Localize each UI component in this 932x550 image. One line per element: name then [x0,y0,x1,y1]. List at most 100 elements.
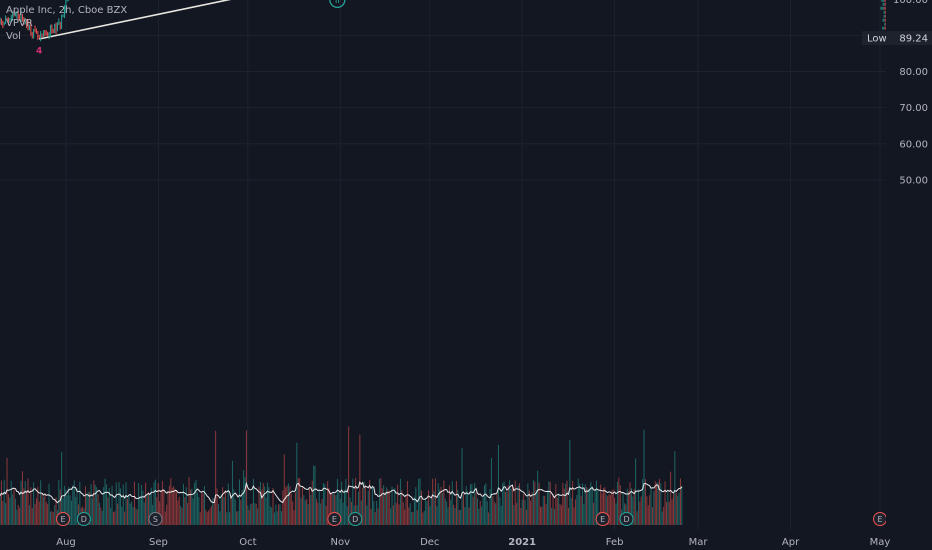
volume-bar [644,479,646,525]
indicator-vpvr[interactable]: VPVR [6,18,33,29]
time-tick-label: Mar [689,537,709,548]
volume-bar [427,490,429,525]
event-marker-earnings[interactable] [595,512,610,526]
volume-bar [462,494,464,525]
volume-bar [628,491,630,525]
volume-bar [406,481,408,525]
volume-bar [104,478,106,525]
volume-bar [660,483,662,525]
volume-bar [443,480,445,525]
volume-bar [271,507,273,525]
volume-bar [55,497,57,525]
volume-bar [482,497,484,525]
volume-bar [290,493,292,525]
volume-bar [306,499,308,525]
event-marker-dividend[interactable] [76,512,91,526]
volume-bar [434,478,436,525]
volume-bar [93,480,95,525]
volume-bar [639,501,641,525]
volume-bar [140,485,142,525]
event-marker-earnings[interactable] [327,512,342,526]
trend-lines[interactable] [30,0,832,40]
indicator-vol[interactable]: Vol [6,31,21,42]
volume-bar [76,488,78,525]
volume-bar [495,503,497,525]
volume-bar [198,497,200,525]
volume-bar [391,486,393,525]
volume-bar [672,494,674,525]
volume-bar [441,493,443,525]
volume-bar [367,490,369,525]
volume-bar [415,487,417,525]
volume-bar [530,500,532,525]
volume-bar [153,482,155,525]
volume-bar [96,487,98,525]
volume-bar [178,496,180,525]
volume-bar [254,503,256,525]
volume-bar [185,487,187,525]
volume-bar [294,492,296,525]
event-marker-dividend[interactable] [348,512,363,526]
vp-bar [884,26,886,30]
volume-bar [360,500,362,525]
volume-bar [537,470,539,525]
volume-bar [521,499,523,525]
volume-bar [580,495,582,525]
volume-bar [430,498,432,525]
volume-bar [553,509,555,525]
volume-bar [273,512,275,525]
wave-label-circle [329,0,346,9]
volume-bar [12,494,14,525]
volume-bar [285,487,287,525]
volume-bar [332,493,334,525]
time-tick-label: May [870,537,891,548]
volume-bar [223,496,225,525]
time-tick-label: Oct [239,537,256,548]
volume-bar [175,490,177,525]
volume-bar [539,506,541,525]
volume-bar [268,487,270,525]
volume-bar [201,493,203,525]
volume-bar [658,478,660,525]
volume-bar [217,503,219,525]
volume-bar [229,511,231,525]
volume-bar [222,487,224,525]
volume-bar [572,480,574,525]
event-marker-letter: E [600,515,605,524]
volume-bar [297,478,299,525]
volume-bar [37,486,39,525]
volume-bar [534,481,536,525]
volume-bar [499,497,501,525]
volume-bar [177,500,179,525]
volume-bar [600,484,602,525]
channel-lower[interactable] [39,0,832,40]
volume-bar [182,483,184,525]
volume-bar [650,487,652,525]
volume-bar [447,507,449,525]
volume-bar [670,471,672,525]
volume-bar [614,498,616,525]
volume-bar [86,493,88,525]
event-marker-earnings[interactable] [56,512,71,526]
volume-bar [161,481,163,525]
volume-bar [569,440,571,525]
price-tick-label: 60.00 [899,139,928,150]
volume-bar [146,493,148,525]
volume-bar [583,503,585,525]
volume-bar [377,508,379,525]
volume-bar [349,497,351,525]
volume-bar [289,486,291,525]
volume-bar [310,495,312,525]
event-marker-split[interactable] [148,512,163,526]
volume-bar [577,478,579,525]
volume-bar [467,491,469,525]
volume-bar [135,508,137,525]
price-axis[interactable]: 190.00180.00170.00160.00150.00140.00130.… [886,0,932,550]
volume-bar [429,506,431,525]
time-axis[interactable]: Aug Sep Oct Nov Dec 2021 Feb Mar Apr May [56,537,890,548]
event-marker-dividend[interactable] [619,512,634,526]
symbol-title[interactable]: Apple Inc, 2h, Cboe BZX [6,5,128,16]
